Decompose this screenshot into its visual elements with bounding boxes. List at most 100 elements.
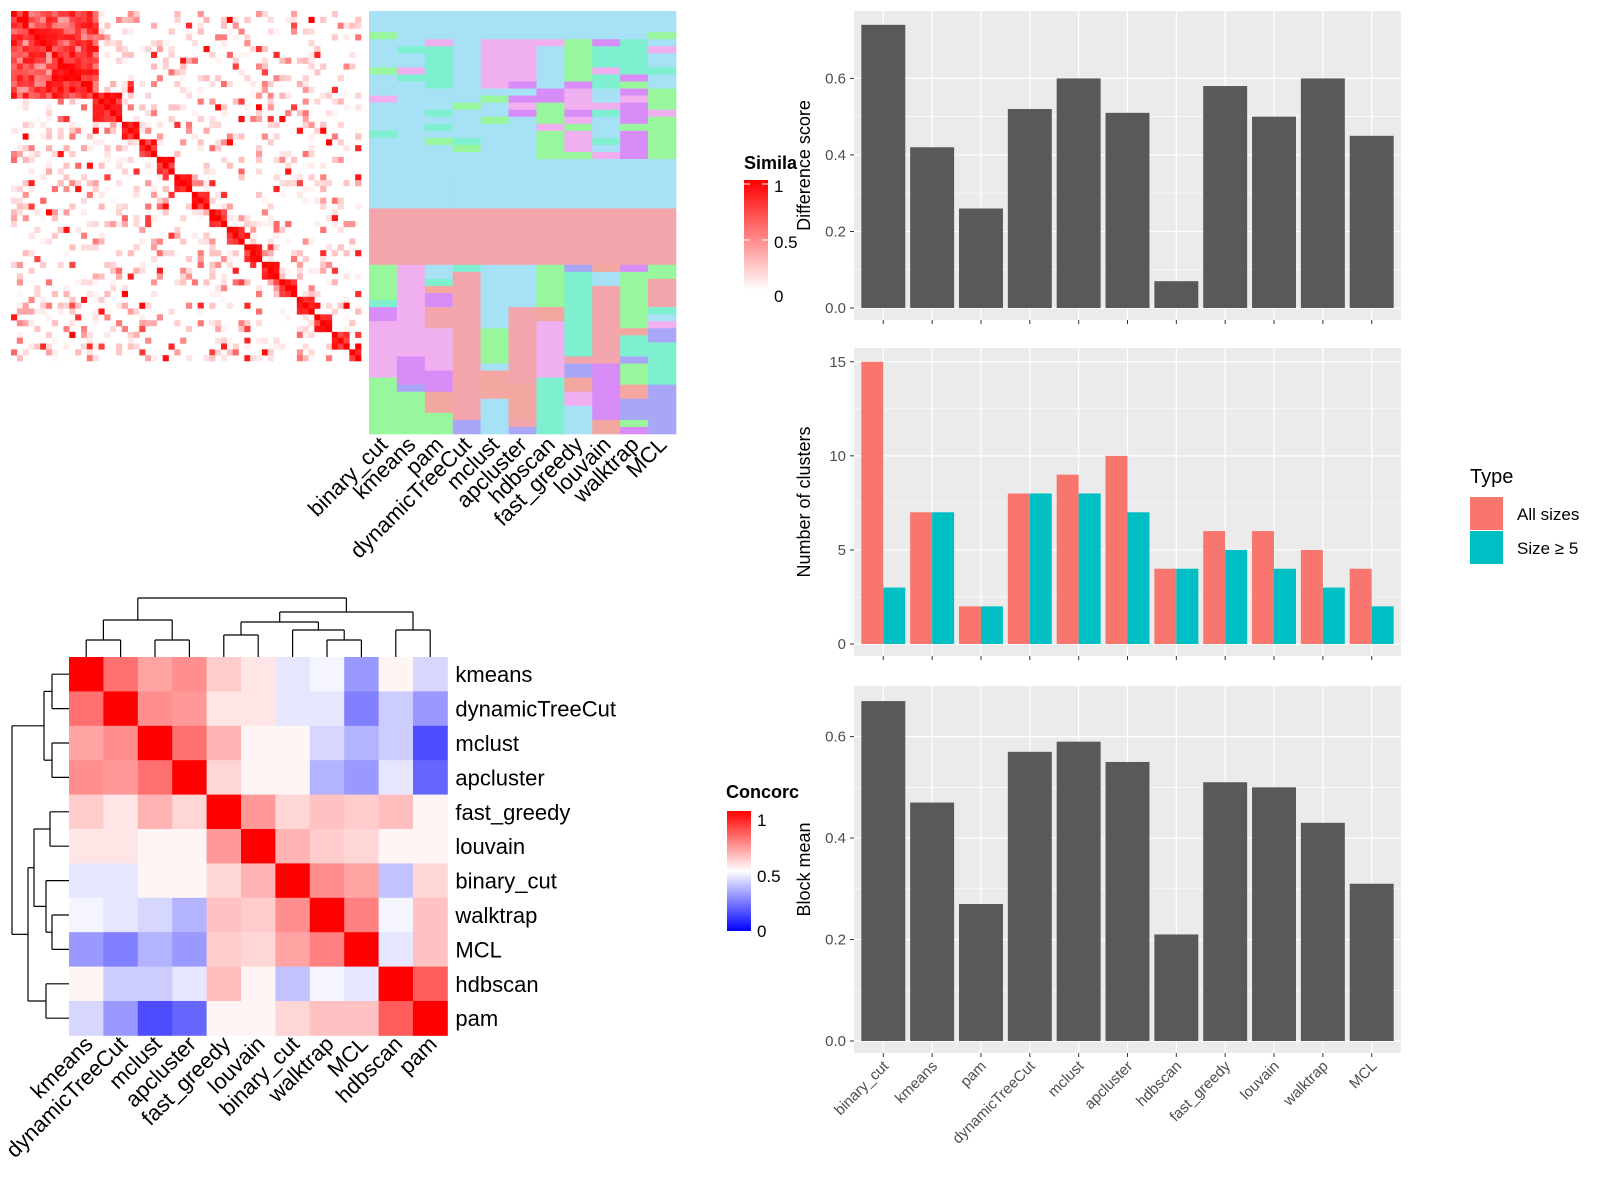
membership-cell bbox=[648, 102, 677, 110]
similarity-cell bbox=[86, 81, 93, 88]
similarity-cell bbox=[75, 46, 82, 53]
similarity-cell bbox=[244, 104, 251, 111]
similarity-cell bbox=[296, 267, 303, 274]
similarity-cell bbox=[291, 250, 298, 257]
membership-cell bbox=[369, 307, 398, 315]
similarity-cell bbox=[63, 174, 70, 181]
membership-cell bbox=[536, 426, 565, 435]
concordance-cell bbox=[275, 897, 311, 933]
y-tick-label: 15 bbox=[829, 354, 846, 371]
membership-cell bbox=[508, 25, 537, 33]
similarity-cell bbox=[22, 92, 29, 99]
bar bbox=[959, 606, 981, 644]
membership-cell bbox=[648, 426, 677, 435]
membership-cell bbox=[396, 116, 426, 125]
similarity-cell bbox=[11, 40, 18, 47]
membership-cell bbox=[369, 243, 398, 251]
similarity-cell bbox=[104, 127, 111, 134]
membership-cell bbox=[508, 67, 537, 75]
similarity-cell bbox=[285, 16, 292, 23]
similarity-cell bbox=[308, 28, 315, 35]
membership-cell bbox=[452, 130, 481, 139]
similarity-cell bbox=[250, 355, 257, 362]
concordance-cell bbox=[344, 725, 379, 761]
membership-cell bbox=[424, 137, 454, 146]
similarity-cell bbox=[302, 75, 309, 82]
similarity-cell bbox=[256, 151, 263, 158]
membership-cell bbox=[564, 405, 593, 414]
similarity-cell bbox=[57, 302, 64, 309]
membership-cell bbox=[536, 243, 565, 251]
similarity-cell bbox=[127, 127, 134, 134]
similarity-cell bbox=[69, 75, 76, 82]
similarity-cell bbox=[16, 127, 23, 134]
similarity-cell bbox=[273, 133, 280, 140]
membership-cell bbox=[396, 39, 426, 47]
similarity-cell bbox=[11, 215, 18, 222]
similarity-cell bbox=[291, 22, 298, 29]
membership-cell bbox=[396, 384, 426, 392]
membership-cell bbox=[480, 201, 509, 209]
similarity-cell bbox=[11, 221, 18, 228]
similarity-cell bbox=[349, 320, 356, 327]
similarity-cell bbox=[209, 349, 216, 356]
similarity-cell bbox=[28, 63, 35, 70]
similarity-cell bbox=[11, 314, 18, 321]
similarity-cell bbox=[92, 46, 99, 53]
bar bbox=[1105, 455, 1128, 644]
similarity-cell bbox=[337, 156, 344, 163]
similarity-cell bbox=[156, 139, 163, 146]
similarity-cell bbox=[16, 291, 23, 298]
concordance-cell bbox=[413, 897, 448, 933]
similarity-cell bbox=[209, 250, 216, 257]
similarity-cell bbox=[203, 16, 210, 23]
similarity-cell bbox=[81, 16, 88, 23]
membership-cell bbox=[480, 328, 509, 336]
similarity-cell bbox=[92, 186, 99, 193]
similarity-cell bbox=[98, 34, 105, 41]
similarity-cell bbox=[279, 92, 286, 99]
membership-cell bbox=[592, 130, 621, 139]
membership-cell bbox=[648, 293, 677, 301]
similarity-cell bbox=[121, 145, 128, 152]
membership-cell bbox=[369, 215, 398, 223]
similarity-cell bbox=[11, 349, 18, 356]
similarity-cell bbox=[34, 57, 41, 64]
similarity-cell bbox=[16, 81, 23, 88]
similarity-cell bbox=[34, 40, 41, 47]
similarity-cell bbox=[46, 116, 53, 123]
membership-cell bbox=[480, 152, 509, 160]
membership-cell bbox=[396, 201, 426, 209]
similarity-cell bbox=[51, 232, 58, 239]
similarity-cell bbox=[69, 133, 76, 140]
y-tick-label: 0.4 bbox=[825, 830, 846, 847]
similarity-cell bbox=[291, 174, 298, 181]
membership-cell bbox=[508, 236, 537, 244]
membership-cell bbox=[480, 398, 509, 407]
membership-cell bbox=[564, 222, 593, 230]
concordance-cell bbox=[275, 1001, 311, 1036]
membership-cell bbox=[480, 412, 509, 421]
similarity-cell bbox=[46, 34, 53, 41]
concordance-cell bbox=[413, 1001, 448, 1036]
similarity-cell bbox=[302, 302, 309, 309]
similarity-cell bbox=[244, 16, 251, 23]
similarity-cell bbox=[22, 156, 29, 163]
similarity-cell bbox=[92, 355, 99, 362]
similarity-cell bbox=[75, 186, 82, 193]
similarity-cell bbox=[256, 156, 263, 163]
similarity-cell bbox=[291, 16, 298, 23]
similarity-cell bbox=[191, 279, 198, 286]
similarity-cell bbox=[331, 250, 338, 257]
similarity-cell bbox=[133, 116, 140, 123]
similarity-cell bbox=[34, 151, 41, 158]
similarity-cell bbox=[57, 98, 64, 105]
similarity-cell bbox=[51, 46, 58, 53]
similarity-cell bbox=[174, 232, 181, 239]
membership-cell bbox=[620, 271, 649, 280]
similarity-cell bbox=[145, 121, 152, 128]
similarity-cell bbox=[314, 221, 321, 228]
similarity-cell bbox=[221, 156, 228, 163]
similarity-cell bbox=[139, 314, 146, 321]
similarity-cell bbox=[133, 121, 140, 128]
